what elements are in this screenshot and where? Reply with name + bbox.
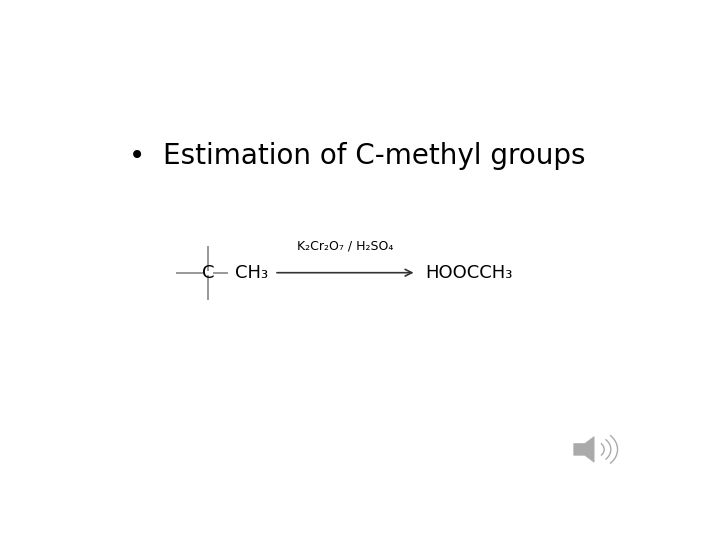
- Text: K₂Cr₂O₇ / H₂SO₄: K₂Cr₂O₇ / H₂SO₄: [297, 240, 393, 253]
- Text: •  Estimation of C-methyl groups: • Estimation of C-methyl groups: [129, 142, 585, 170]
- Polygon shape: [574, 437, 594, 462]
- Text: CH₃: CH₃: [235, 264, 269, 282]
- Text: C: C: [202, 264, 215, 282]
- Text: HOOCCH₃: HOOCCH₃: [425, 264, 512, 282]
